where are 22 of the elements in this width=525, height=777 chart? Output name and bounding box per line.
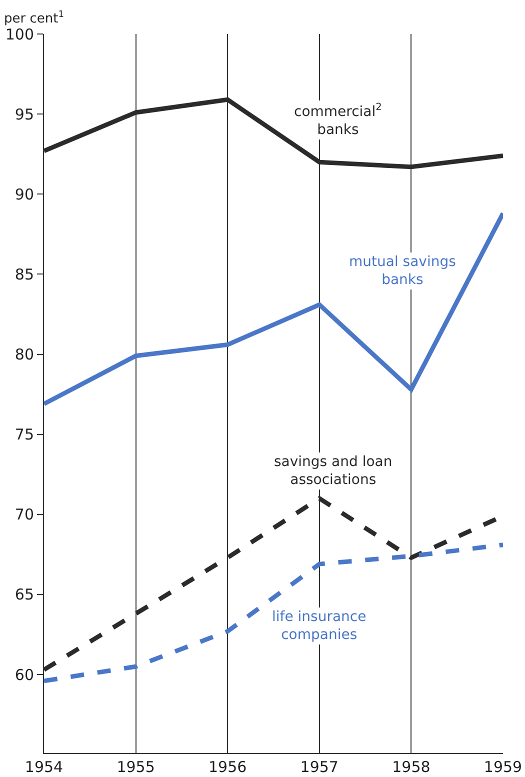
x-tick-label: 1956 xyxy=(208,758,247,776)
y-tick-label: 70 xyxy=(14,506,34,524)
y-tick-label: 90 xyxy=(14,185,34,204)
x-tick-label: 1955 xyxy=(116,758,155,776)
y-axis-title: per cent$^{1}$ xyxy=(4,10,64,26)
y-tick-label: 65 xyxy=(14,586,34,604)
line-series xyxy=(44,211,503,406)
y-tick-label: 100 xyxy=(5,25,34,44)
y-tick-label: 80 xyxy=(14,346,34,364)
x-tick-label: 1954 xyxy=(24,758,64,776)
y-tick-label: 95 xyxy=(14,105,34,124)
text: savings and loan associations xyxy=(274,454,392,488)
x-tick-label: 1958 xyxy=(392,758,430,776)
y-tick-label: 85 xyxy=(14,265,34,284)
line-series xyxy=(44,542,503,684)
text: commercial$^{2}$ banks xyxy=(294,102,382,138)
y-tick-label: 75 xyxy=(14,426,34,444)
y-tick-label: 60 xyxy=(14,666,34,684)
series-label: mutual savings banks xyxy=(349,254,456,288)
series-label: life insurance companies xyxy=(272,609,366,644)
x-tick-label: 1957 xyxy=(300,758,338,776)
x-tick-label: 1959 xyxy=(484,758,522,776)
